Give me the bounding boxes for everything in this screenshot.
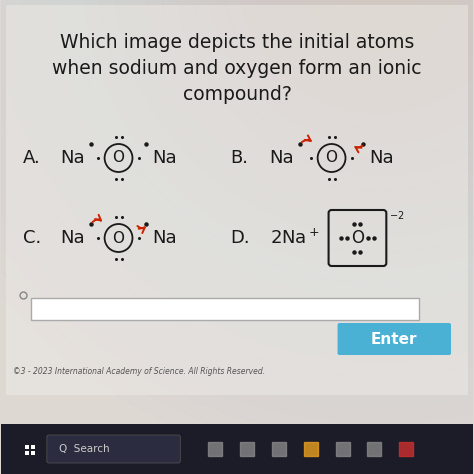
Bar: [1, 424, 473, 474]
Bar: [31, 445, 35, 449]
Text: O: O: [326, 151, 337, 165]
Bar: [25, 451, 29, 455]
Text: ©3 - 2023 International Academy of Science. All Rights Reserved.: ©3 - 2023 International Academy of Scien…: [13, 367, 265, 376]
FancyBboxPatch shape: [6, 5, 468, 395]
Text: B.: B.: [230, 149, 248, 167]
Text: Na: Na: [61, 149, 85, 167]
Text: C.: C.: [23, 229, 41, 247]
Text: O: O: [112, 230, 125, 246]
Text: Na: Na: [61, 229, 85, 247]
Text: D.: D.: [230, 229, 250, 247]
Text: Q  Search: Q Search: [59, 444, 109, 454]
Text: when sodium and oxygen form an ionic: when sodium and oxygen form an ionic: [52, 58, 422, 78]
Text: 2Na$^+$: 2Na$^+$: [270, 228, 319, 247]
Text: $^{-2}$: $^{-2}$: [389, 211, 405, 225]
Text: Na: Na: [152, 229, 177, 247]
Bar: [25, 445, 29, 449]
FancyBboxPatch shape: [337, 323, 451, 355]
Text: O: O: [351, 229, 364, 247]
Text: O: O: [112, 151, 125, 165]
Text: Which image depicts the initial atoms: Which image depicts the initial atoms: [60, 33, 414, 52]
Text: Na: Na: [369, 149, 393, 167]
Text: compound?: compound?: [182, 84, 292, 103]
Text: Enter: Enter: [371, 331, 418, 346]
Text: Na: Na: [152, 149, 177, 167]
Text: A.: A.: [23, 149, 41, 167]
Text: Na: Na: [270, 149, 294, 167]
FancyBboxPatch shape: [47, 435, 180, 463]
FancyBboxPatch shape: [31, 298, 419, 320]
Bar: [31, 451, 35, 455]
